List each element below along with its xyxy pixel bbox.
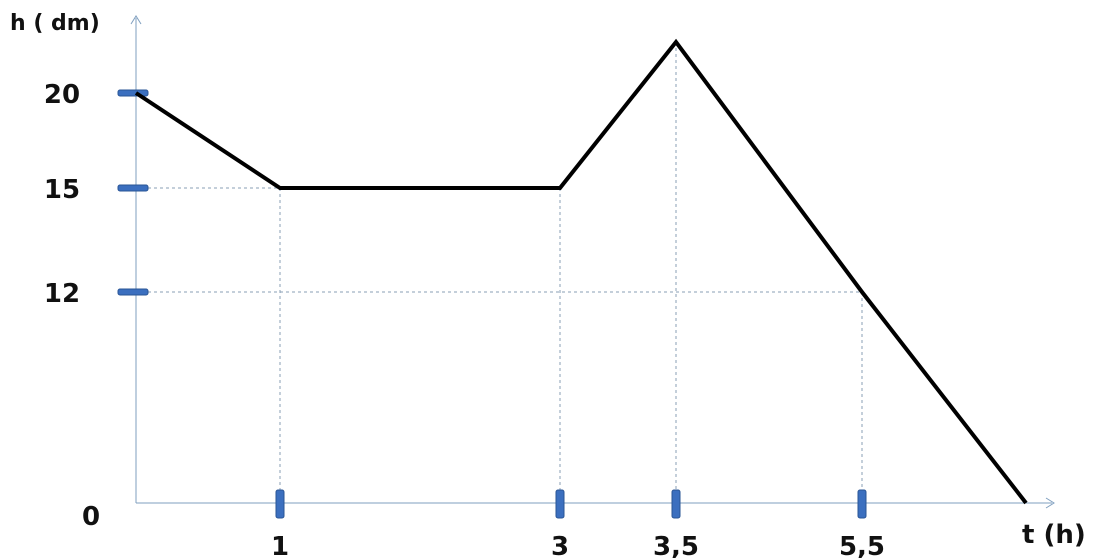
axes [130,15,1055,509]
y-tick-label: 12 [44,279,80,309]
x-axis-label: t (h) [1022,520,1086,550]
y-axis-arrow [130,15,142,25]
series-line [134,38,1028,505]
x-tick-label: 5,5 [839,532,885,558]
y-tick-label: 20 [44,80,80,110]
y-axis-label: h ( dm) [10,11,100,36]
y-tick-label: 15 [44,175,80,205]
x-tick-marker [671,489,681,519]
y-tick-marker [117,184,149,192]
x-tick-label: 1 [271,532,289,558]
series-layer [134,38,1028,505]
origin-label: 0 [82,502,100,532]
guide-lines [136,42,863,503]
y-tick-marker [117,89,149,97]
x-tick-label: 3 [551,532,569,558]
tick-markers [117,89,867,519]
labels-layer: h ( dm) t (h) 0 20 15 12 1 3 3,5 5,5 [10,11,1086,558]
y-tick-marker [117,288,149,296]
x-tick-label: 3,5 [653,532,699,558]
x-axis-arrow [1045,497,1055,509]
x-tick-marker [555,489,565,519]
x-tick-marker [857,489,867,519]
x-tick-marker [275,489,285,519]
